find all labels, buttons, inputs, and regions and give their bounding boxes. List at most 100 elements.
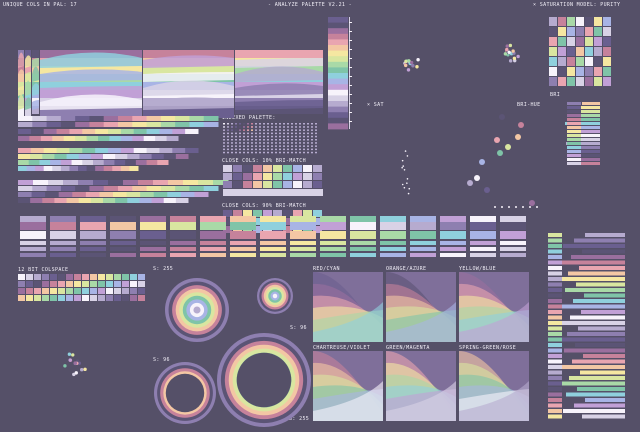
swatch-shade: [320, 241, 346, 245]
stripe-bar-cell: [138, 180, 154, 185]
bri-bar: [566, 142, 600, 145]
stripe-bar-cell: [132, 186, 148, 191]
swatch-main: [140, 231, 166, 239]
indexed-palette-cell: [307, 139, 309, 141]
indexed-palette-cell: [239, 123, 241, 125]
palette-grid-cell: [603, 27, 611, 36]
stripe-bar-cell: [75, 116, 90, 121]
right-spectrum-bar: [561, 365, 625, 369]
stripe-bar-cell: [103, 198, 116, 203]
stripe-bar-cell: [189, 186, 205, 191]
indexed-palette-cell: [291, 132, 293, 135]
green-magenta-label: GREEN/MAGENTA: [386, 345, 430, 351]
close-col-10-cell: [313, 173, 322, 180]
stripe-bar-cell: [60, 160, 73, 165]
stripe-bar-cell: [48, 180, 64, 185]
indexed-palette-cell: [307, 145, 309, 147]
close-col-10-cell: [313, 165, 322, 172]
sat-toggle[interactable]: × SAT: [367, 102, 384, 108]
colspace-label: 12 BIT COLSPACE: [18, 267, 69, 273]
stripe-bar-cell: [69, 166, 79, 171]
indexed-palette-cell: [235, 135, 237, 138]
bri-bar: [565, 122, 600, 125]
swatch-main: [410, 231, 436, 239]
stripe-bar-cell: [163, 154, 177, 159]
bri-bar: [582, 102, 600, 105]
indexed-palette-cell: [255, 148, 257, 151]
indexed-palette-cell: [279, 151, 281, 154]
palette-grid-cell: [558, 27, 566, 36]
hue-scatter-dot: [512, 56, 517, 61]
close-col-10-cell: [303, 173, 312, 180]
swatch-main: [440, 231, 466, 239]
right-spectrum-tick: [548, 293, 562, 298]
bri-hue-dot: [529, 200, 535, 206]
indexed-palette-cell: [227, 145, 229, 147]
stripe-bar-cell: [183, 180, 199, 185]
stripe-bar-cell: [69, 129, 83, 134]
hue-bar-segment: [328, 45, 348, 51]
stripe-bar-cell: [95, 129, 109, 134]
bri-bar: [579, 114, 600, 117]
indexed-palette-cell: [235, 145, 237, 147]
right-spectrum-bar: [565, 288, 625, 292]
spectrum-band-wave: [18, 94, 24, 110]
indexed-palette-cell: [247, 126, 249, 128]
indexed-palette-cell: [311, 148, 313, 151]
axis-dot: [529, 206, 531, 208]
stripe-bar-cell: [46, 116, 62, 121]
right-spectrum-tick: [548, 376, 562, 380]
indexed-palette-cell: [247, 132, 249, 135]
hue-bar-scale: [349, 17, 350, 129]
hue-wheel-s96: [272, 293, 278, 299]
colspace-cell: [98, 274, 105, 280]
bri-bar: [575, 106, 600, 109]
swatch-shade: [470, 253, 496, 257]
right-spectrum-tick: [548, 255, 562, 259]
sat-dust-dot: [401, 166, 403, 169]
right-spectrum-bar: [558, 381, 625, 386]
right-spectrum-tick: [548, 321, 562, 325]
indexed-palette-cell: [287, 139, 289, 141]
colspace-cell: [42, 295, 49, 301]
indexed-palette-cell: [235, 148, 237, 151]
indexed-palette-cell: [315, 145, 317, 147]
swatch-top: [470, 216, 496, 222]
bri-hue-dot: [518, 122, 524, 128]
bri-bar-left: [567, 126, 581, 129]
swatch-shade: [260, 253, 286, 257]
colspace-cell: [106, 274, 113, 280]
right-spectrum-tick: [548, 387, 562, 391]
hue-scatter-dot: [507, 50, 511, 54]
swatch-shade: [470, 247, 496, 251]
indexed-palette-cell: [223, 135, 225, 138]
indexed-palette-cell: [271, 126, 273, 128]
bri-bar-left: [567, 102, 581, 105]
spectrum-band-wave: [25, 55, 31, 68]
stripe-bar-cell: [30, 154, 43, 159]
indexed-palette-cell: [299, 126, 301, 128]
indexed-palette-cell: [267, 135, 269, 138]
close-cols-90-label: CLOSE COLS: 90% BRI-MATCH: [222, 203, 307, 209]
hue-bar-tick: [349, 112, 352, 113]
colspace-cell: [90, 288, 97, 294]
palette-grid-cell: [558, 57, 566, 66]
palette-grid-cell: [594, 47, 602, 56]
right-spectrum-bar: [579, 266, 625, 270]
yellow-blue-label: YELLOW/BLUE: [459, 266, 496, 272]
swatch-mid: [350, 222, 376, 230]
palette-grid-cell: [567, 47, 575, 56]
spectrum-band-wave: [25, 97, 31, 110]
stripe-bar-cell: [93, 180, 109, 185]
indexed-palette-cell: [307, 135, 309, 138]
stripe-bar-cell: [75, 136, 88, 141]
swatch-shade: [350, 241, 376, 245]
saturation-model-toggle[interactable]: × SATURATION MODEL: PURITY: [533, 2, 621, 8]
indexed-palette-cell: [291, 123, 293, 125]
indexed-palette-cell: [291, 129, 293, 131]
stripe-bar-cell: [120, 166, 130, 171]
spectrum-band-wave: [143, 80, 234, 96]
colspace-cell: [130, 288, 137, 294]
indexed-palette-cell: [303, 126, 305, 128]
s255-bottom-label: S: 255: [289, 416, 310, 422]
